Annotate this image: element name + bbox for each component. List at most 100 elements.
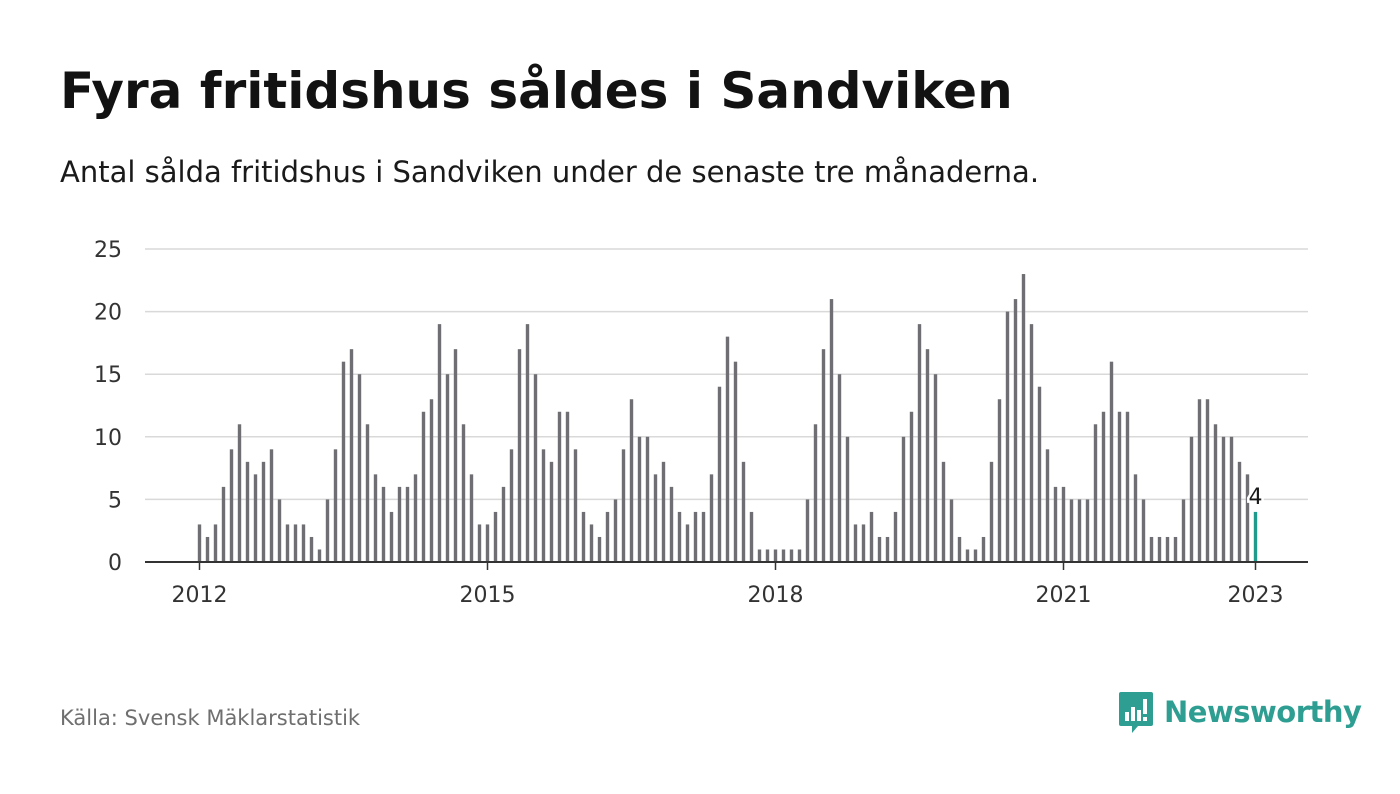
bar <box>1141 499 1146 562</box>
bar <box>381 486 386 562</box>
bar <box>1053 486 1058 562</box>
bar <box>349 349 354 562</box>
bar <box>757 549 762 562</box>
bar <box>781 549 786 562</box>
bar <box>653 474 658 562</box>
bar <box>1213 424 1218 562</box>
bar <box>621 449 626 562</box>
bars <box>197 274 1258 562</box>
newsworthy-logo[interactable]: Newsworthy <box>1118 690 1362 734</box>
bar <box>229 449 234 562</box>
bar <box>485 524 490 562</box>
newsworthy-logo-icon <box>1119 692 1153 733</box>
source-note: Källa: Svensk Mäklarstatistik <box>60 706 361 730</box>
bar <box>389 511 394 562</box>
bar <box>453 349 458 562</box>
bar <box>765 549 770 562</box>
bar <box>541 449 546 562</box>
bar <box>837 374 842 562</box>
bar <box>941 461 946 562</box>
bar <box>829 299 834 562</box>
bar <box>717 386 722 562</box>
bar <box>853 524 858 562</box>
highlight-value-label: 4 <box>1249 485 1263 510</box>
bar <box>309 536 314 562</box>
bar <box>589 524 594 562</box>
bar <box>1205 399 1210 562</box>
bar-highlight <box>1253 511 1258 562</box>
bar <box>885 536 890 562</box>
x-tick-label: 2012 <box>172 583 228 608</box>
bar-chart: 0 5 10 15 20 25 2012 2015 2018 2021 2023 4 <box>94 238 1308 608</box>
bar <box>397 486 402 562</box>
bar <box>821 349 826 562</box>
bar <box>405 486 410 562</box>
bar <box>1005 311 1010 562</box>
bar <box>637 436 642 562</box>
bar <box>709 474 714 562</box>
bar <box>253 474 258 562</box>
bar <box>261 461 266 562</box>
bar <box>325 499 330 562</box>
bar <box>749 511 754 562</box>
bar <box>869 511 874 562</box>
bar <box>221 486 226 562</box>
bar <box>989 461 994 562</box>
x-tick-label: 2023 <box>1228 583 1284 608</box>
bar <box>1125 411 1130 562</box>
y-tick-label: 15 <box>94 363 122 388</box>
bar <box>917 324 922 562</box>
chart-subtitle: Antal sålda fritidshus i Sandviken under… <box>60 155 1040 189</box>
y-tick-label: 5 <box>108 488 122 513</box>
bar <box>245 461 250 562</box>
bar <box>445 374 450 562</box>
bar <box>1101 411 1106 562</box>
bar <box>1109 361 1114 562</box>
bar <box>493 511 498 562</box>
bar <box>549 461 554 562</box>
bar <box>573 449 578 562</box>
bar <box>693 511 698 562</box>
bar <box>285 524 290 562</box>
bar <box>333 449 338 562</box>
bar <box>205 536 210 562</box>
x-tick-label: 2021 <box>1036 583 1092 608</box>
bar <box>1061 486 1066 562</box>
bar <box>1045 449 1050 562</box>
bar <box>213 524 218 562</box>
bar <box>901 436 906 562</box>
bar <box>1221 436 1226 562</box>
bar <box>1237 461 1242 562</box>
bar <box>469 474 474 562</box>
bar <box>661 461 666 562</box>
bar <box>773 549 778 562</box>
bar <box>1093 424 1098 562</box>
bar <box>1181 499 1186 562</box>
chart-title: Fyra fritidshus såldes i Sandviken <box>60 62 1013 120</box>
bar <box>1117 411 1122 562</box>
bar <box>933 374 938 562</box>
bar <box>1165 536 1170 562</box>
bar <box>877 536 882 562</box>
bar <box>981 536 986 562</box>
y-tick-label: 0 <box>108 551 122 576</box>
bar <box>525 324 530 562</box>
bar <box>533 374 538 562</box>
bar <box>365 424 370 562</box>
bar <box>861 524 866 562</box>
bar <box>1085 499 1090 562</box>
bar <box>805 499 810 562</box>
bar <box>357 374 362 562</box>
bar <box>1013 299 1018 562</box>
bar <box>701 511 706 562</box>
bar <box>1133 474 1138 562</box>
bar <box>413 474 418 562</box>
y-tick-label: 25 <box>94 238 122 263</box>
bar <box>341 361 346 562</box>
bar <box>517 349 522 562</box>
bar <box>421 411 426 562</box>
bar <box>373 474 378 562</box>
bar <box>677 511 682 562</box>
bar <box>1021 274 1026 562</box>
bar <box>965 549 970 562</box>
